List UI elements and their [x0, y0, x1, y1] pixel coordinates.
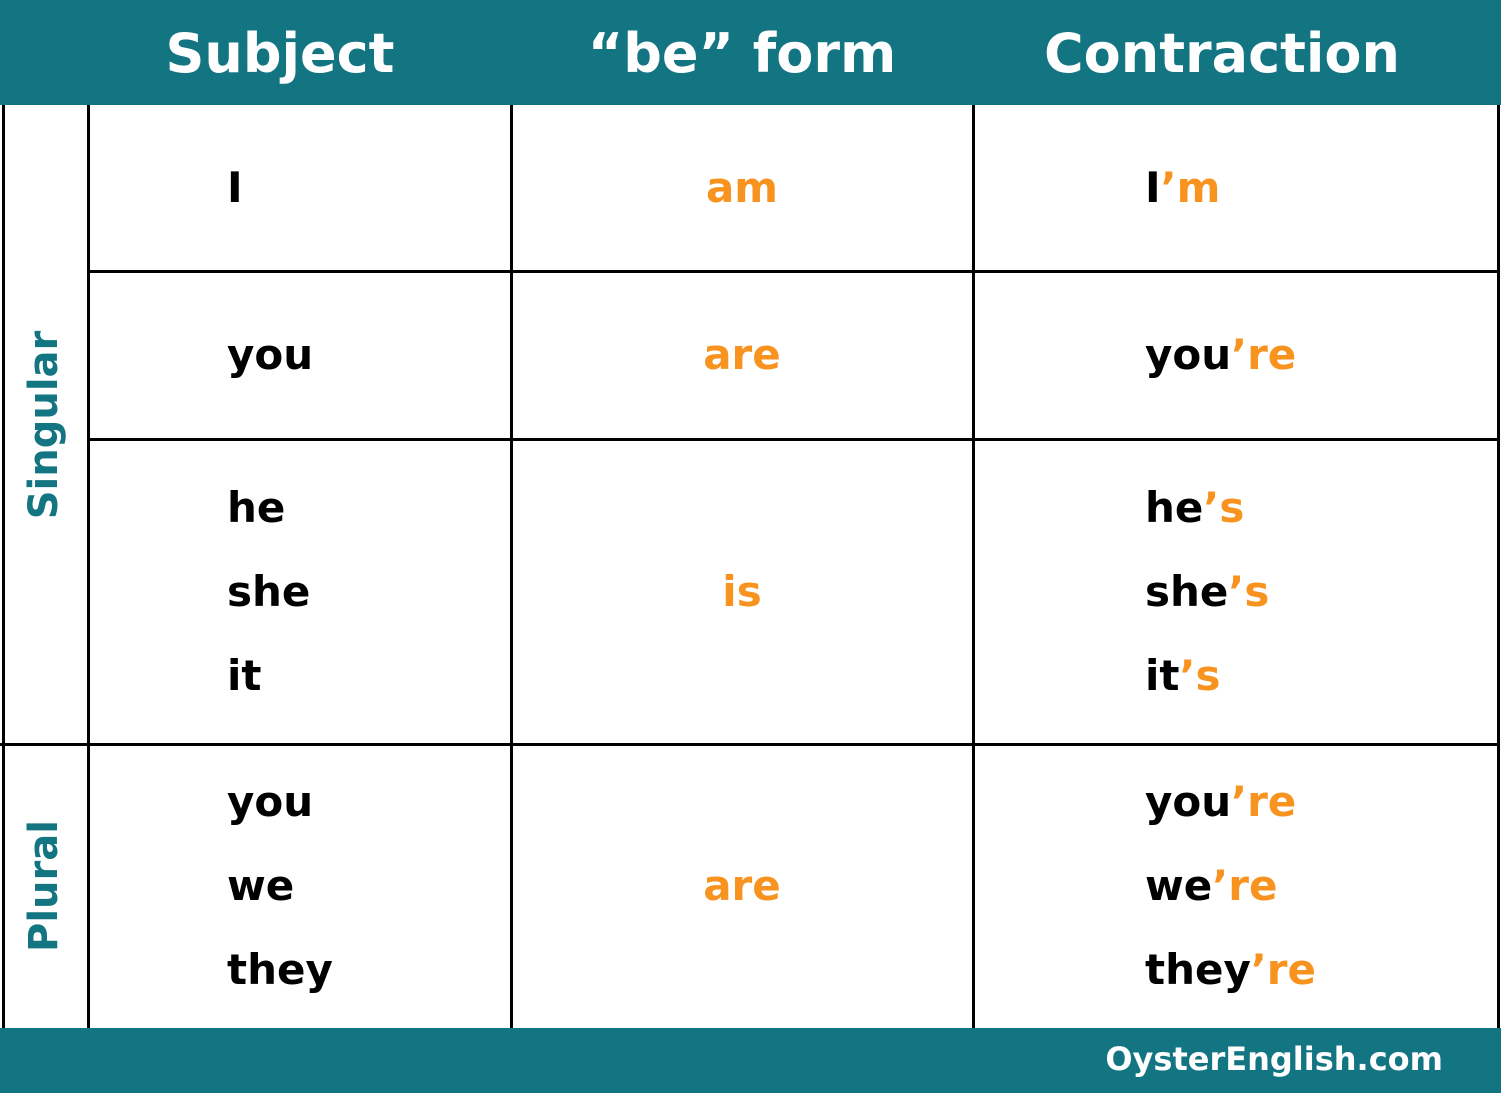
group-label: Singular [21, 330, 67, 519]
contraction-base: I [1145, 163, 1161, 212]
contraction-ending: ’re [1231, 777, 1297, 826]
column-header: “be” form [587, 22, 897, 85]
subject: we [227, 861, 295, 910]
group-line [0, 743, 1498, 746]
contraction-base: you [1145, 330, 1232, 379]
subject-cell: I [227, 105, 507, 271]
column-line [87, 105, 90, 1028]
contraction-base: she [1145, 566, 1229, 616]
subject: you [227, 777, 314, 826]
subject-cell: you [227, 271, 507, 439]
subject-cell: he she it [227, 439, 507, 744]
be-cell: am [511, 105, 973, 271]
contraction-cell: I’m [1145, 105, 1485, 271]
footer-text: OysterEnglish.com [1105, 1040, 1443, 1078]
contraction-cell: you’re we’re they’re [1145, 744, 1485, 1028]
subject: he [227, 482, 286, 532]
subject-cell: you we they [227, 744, 507, 1028]
contraction-ending: ’s [1228, 566, 1270, 616]
column-header: Subject [165, 22, 395, 85]
contraction: I’m [1145, 146, 1485, 230]
contraction: it’s [1145, 634, 1485, 718]
be-cell: are [511, 744, 973, 1028]
group-label: Plural [21, 820, 67, 952]
contraction-base: you [1145, 777, 1232, 826]
be-form: am [705, 163, 779, 212]
contraction-base: it [1145, 650, 1180, 700]
column-line [972, 105, 975, 1028]
contraction-ending: ’m [1160, 163, 1221, 212]
contraction: we’re [1145, 844, 1485, 928]
contraction-ending: ’re [1250, 945, 1316, 994]
contraction: she’s [1145, 550, 1485, 634]
subject: I [227, 163, 243, 212]
contraction: he’s [1145, 466, 1485, 550]
contraction-ending: ’s [1179, 650, 1221, 700]
column-line [2, 105, 5, 1028]
subject: they [227, 945, 333, 994]
contraction-base: we [1145, 861, 1213, 910]
contraction-ending: ’re [1231, 330, 1297, 379]
subject: you [227, 330, 314, 379]
row-line [88, 438, 1498, 441]
contraction: you’re [1145, 760, 1485, 844]
column-header: Contraction [1044, 22, 1400, 85]
be-cell: is [511, 439, 973, 744]
contraction-base: he [1145, 482, 1204, 532]
column-line [510, 105, 513, 1028]
be-form: is [722, 566, 762, 616]
contraction-cell: you’re [1145, 271, 1485, 439]
footer-bar [0, 1028, 1501, 1093]
row-line [88, 270, 1498, 273]
subject: she [227, 566, 311, 616]
contraction-cell: he’s she’s it’s [1145, 439, 1485, 744]
contraction: they’re [1145, 928, 1485, 1012]
contraction-base: they [1145, 945, 1251, 994]
column-line [1497, 105, 1500, 1028]
contraction: you’re [1145, 313, 1485, 397]
be-form: are [703, 861, 781, 910]
subject: it [227, 650, 262, 700]
be-cell: are [511, 271, 973, 439]
be-form: are [703, 330, 781, 379]
contraction-ending: ’s [1203, 482, 1245, 532]
header-bar [0, 0, 1501, 105]
contraction-ending: ’re [1212, 861, 1278, 910]
